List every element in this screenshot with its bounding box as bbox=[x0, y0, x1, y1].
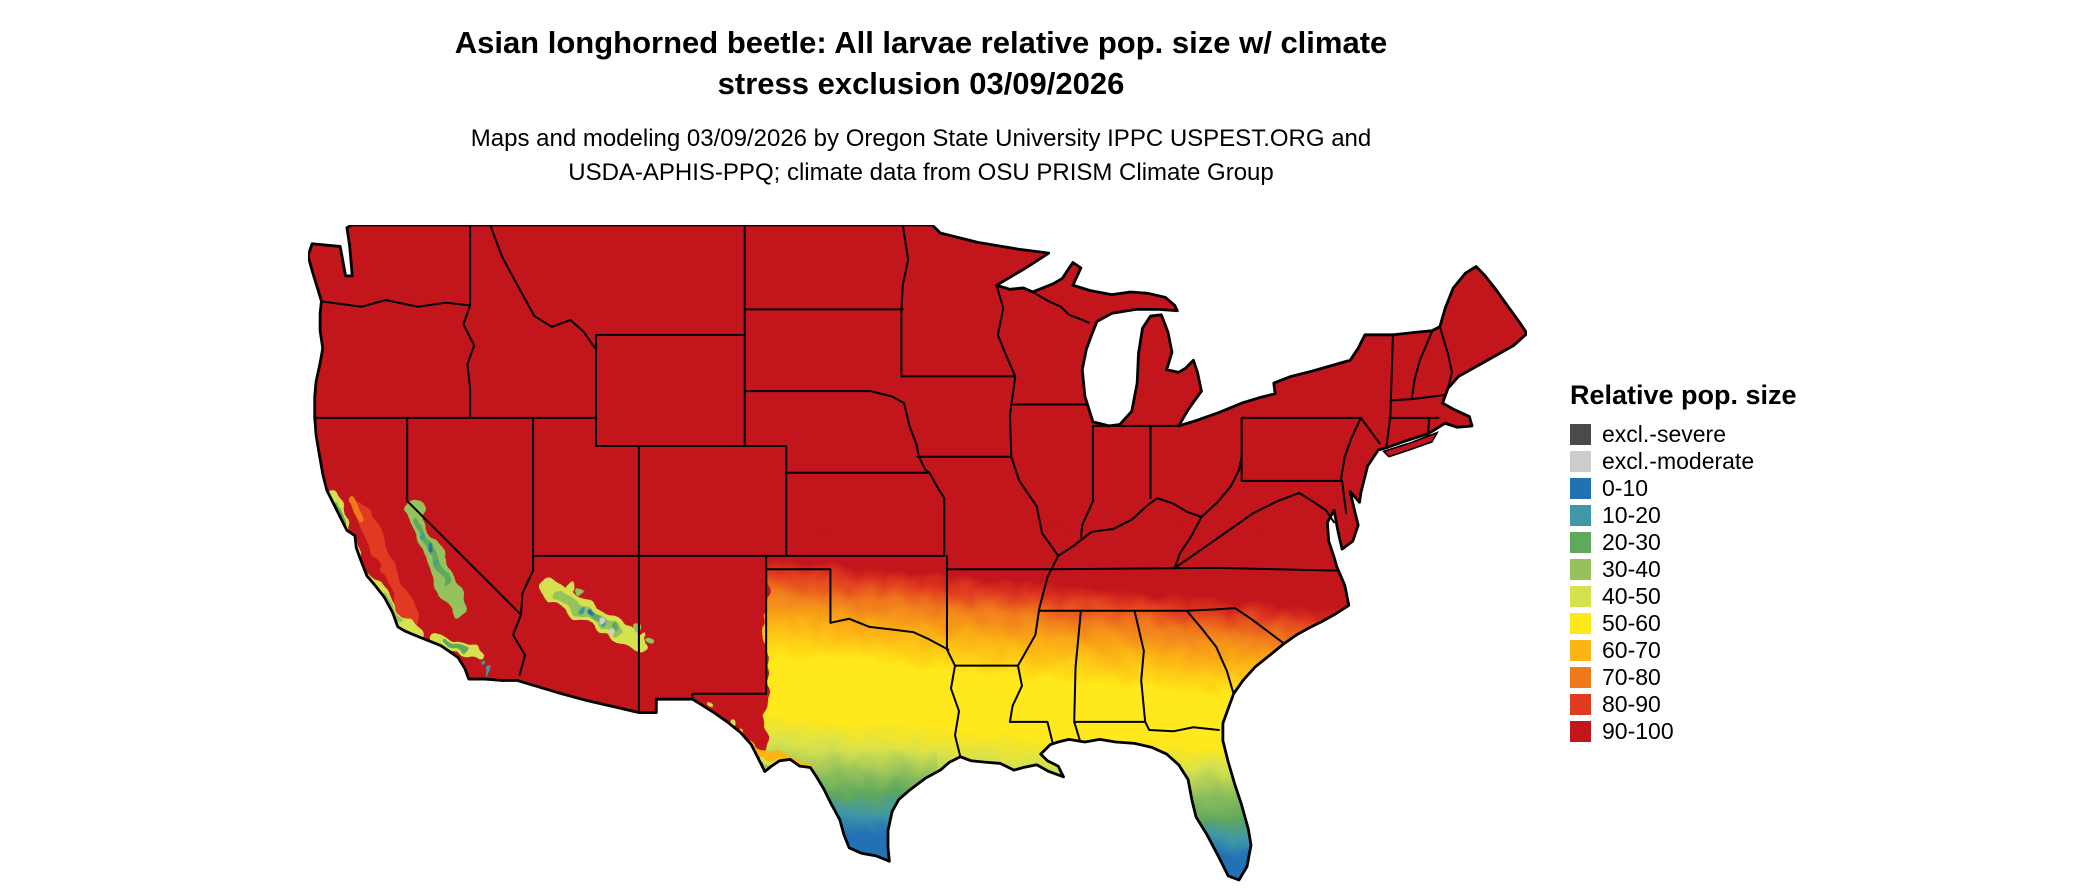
legend-label: 50-60 bbox=[1602, 610, 1661, 636]
legend-item: 0-10 bbox=[1570, 477, 1797, 500]
legend-swatch bbox=[1570, 532, 1591, 553]
legend: Relative pop. size excl.-severe excl.-mo… bbox=[1570, 380, 1797, 747]
legend-swatch bbox=[1570, 694, 1591, 715]
subtitle-line-2: USDA-APHIS-PPQ; climate data from OSU PR… bbox=[568, 159, 1274, 186]
legend-label: 70-80 bbox=[1602, 664, 1661, 690]
legend-item: 20-30 bbox=[1570, 531, 1797, 554]
arizona-patches bbox=[542, 579, 657, 653]
legend-swatch bbox=[1570, 667, 1591, 688]
legend-label: 0-10 bbox=[1602, 475, 1649, 501]
legend-swatch bbox=[1570, 640, 1591, 661]
us-map bbox=[306, 223, 1529, 882]
legend-item: 60-70 bbox=[1570, 639, 1797, 662]
legend-swatch bbox=[1570, 721, 1591, 742]
legend-item: 80-90 bbox=[1570, 693, 1797, 716]
subtitle-line-1: Maps and modeling 03/09/2026 by Oregon S… bbox=[470, 125, 1372, 152]
legend-item: excl.-moderate bbox=[1570, 450, 1797, 473]
legend-swatch bbox=[1570, 613, 1591, 634]
state-borders bbox=[313, 223, 1453, 758]
legend-label: 40-50 bbox=[1602, 583, 1661, 609]
map-canvas bbox=[306, 223, 1529, 884]
legend-item: 10-20 bbox=[1570, 504, 1797, 527]
legend-item: 90-100 bbox=[1570, 720, 1797, 743]
legend-item: 40-50 bbox=[1570, 585, 1797, 608]
legend-swatch bbox=[1570, 478, 1591, 499]
legend-label: 80-90 bbox=[1602, 691, 1661, 717]
subtitle: Maps and modeling 03/09/2026 by Oregon S… bbox=[0, 122, 1842, 190]
legend-rows: excl.-severe excl.-moderate 0-10 10-20 2… bbox=[1570, 423, 1797, 743]
legend-item: excl.-severe bbox=[1570, 423, 1797, 446]
legend-swatch bbox=[1570, 586, 1591, 607]
legend-label: 60-70 bbox=[1602, 637, 1661, 663]
legend-label: 30-40 bbox=[1602, 556, 1661, 582]
legend-swatch bbox=[1570, 559, 1591, 580]
legend-item: 50-60 bbox=[1570, 612, 1797, 635]
legend-label: 20-30 bbox=[1602, 529, 1661, 555]
long-island bbox=[1382, 431, 1440, 458]
legend-item: 70-80 bbox=[1570, 666, 1797, 689]
legend-title: Relative pop. size bbox=[1570, 380, 1797, 410]
legend-label: 90-100 bbox=[1602, 718, 1674, 744]
legend-label: excl.-severe bbox=[1602, 421, 1726, 447]
title-line-1: Asian longhorned beetle: All larvae rela… bbox=[454, 25, 1388, 60]
title-line-2: stress exclusion 03/09/2026 bbox=[717, 66, 1125, 101]
legend-label: 10-20 bbox=[1602, 502, 1661, 528]
legend-swatch bbox=[1570, 451, 1591, 472]
page-title: Asian longhorned beetle: All larvae rela… bbox=[0, 22, 1842, 104]
legend-item: 30-40 bbox=[1570, 558, 1797, 581]
legend-swatch bbox=[1570, 424, 1591, 445]
legend-label: excl.-moderate bbox=[1602, 448, 1755, 474]
legend-swatch bbox=[1570, 505, 1591, 526]
